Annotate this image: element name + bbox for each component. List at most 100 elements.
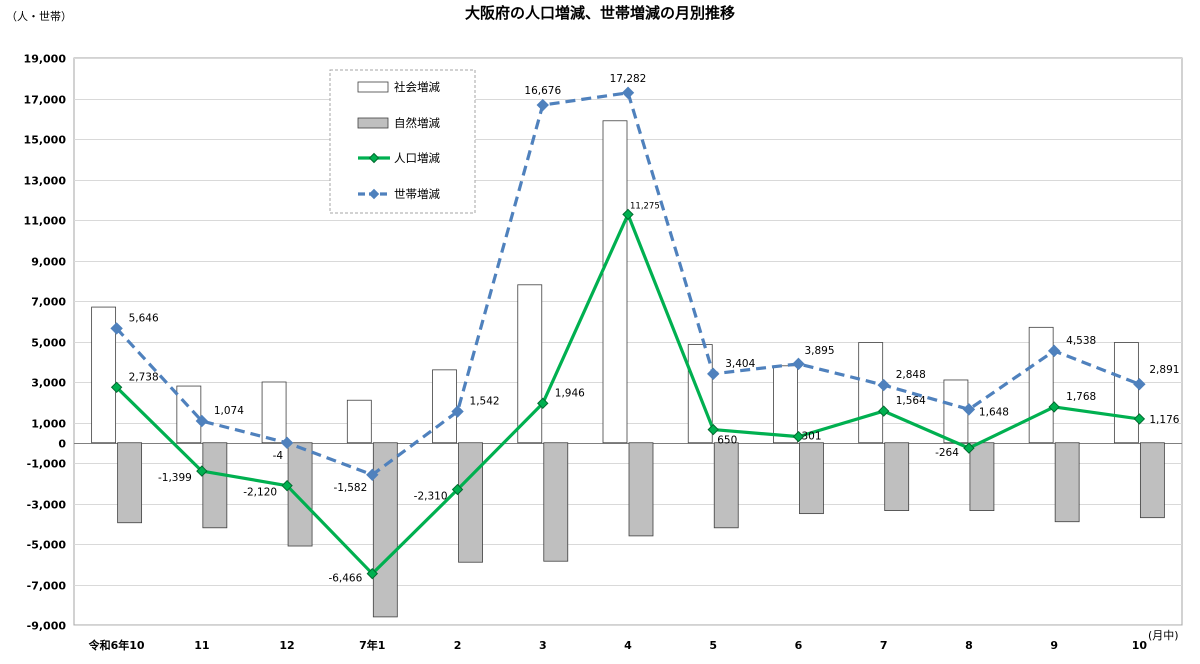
gridlines <box>73 57 1183 626</box>
data-label-population: 1,176 <box>1149 414 1179 426</box>
y-tick-label: -3,000 <box>27 499 67 512</box>
data-label-population: -264 <box>935 447 959 459</box>
bar-natural <box>458 442 483 563</box>
bar-social <box>602 120 628 444</box>
data-label-households: 3,404 <box>725 358 755 370</box>
marker-population <box>963 442 975 454</box>
marker-households <box>707 367 720 381</box>
bar-natural <box>1054 442 1080 523</box>
data-label-population: 1,946 <box>555 387 585 399</box>
marker-population <box>877 405 890 417</box>
bar-social <box>773 365 798 444</box>
y-tick-label: 19,000 <box>24 53 67 66</box>
bar-natural <box>1139 442 1165 519</box>
data-label-population: 1,564 <box>896 395 926 407</box>
bar-natural <box>969 442 995 511</box>
y-tick-label: 1,000 <box>31 418 66 431</box>
y-tick-label: 15,000 <box>24 134 67 147</box>
data-label-households: -4 <box>273 450 284 462</box>
data-label-population: 1,768 <box>1066 391 1096 403</box>
marker-households <box>877 378 890 392</box>
x-tick-label: 2 <box>454 639 462 652</box>
bar-natural <box>884 442 910 511</box>
x-tick-label: 9 <box>1050 639 1058 652</box>
data-label-households: 1,542 <box>470 396 500 408</box>
data-label-population: 11,275 <box>630 201 660 211</box>
data-label-households: 2,848 <box>896 369 926 381</box>
bar-social <box>858 342 884 444</box>
marker-population <box>622 208 634 221</box>
chart-title: 大阪府の人口増減、世帯増減の月別推移 <box>465 4 735 22</box>
bar-natural <box>799 442 824 515</box>
marker-population <box>792 430 805 443</box>
bar-social <box>1113 342 1139 444</box>
legend-marker-population <box>368 152 380 164</box>
data-label-population: -1,399 <box>158 472 192 484</box>
x-tick-label: 7 <box>880 639 888 652</box>
y-tick-label: -5,000 <box>27 539 67 552</box>
data-label-population: 2,738 <box>129 371 159 383</box>
bars <box>91 120 1165 618</box>
legend-box <box>329 69 476 214</box>
bar-social <box>943 379 969 444</box>
data-label-population: 301 <box>801 431 821 443</box>
data-label-population: 650 <box>717 435 737 447</box>
bar-natural <box>543 442 569 562</box>
marker-population <box>281 479 293 492</box>
marker-households <box>451 405 464 418</box>
marker-population <box>366 567 379 580</box>
data-label-households: -1,582 <box>333 482 367 494</box>
data-label-households: 16,676 <box>524 85 561 97</box>
data-label-households: 5,646 <box>129 312 159 324</box>
marker-households <box>621 86 635 99</box>
marker-population <box>110 381 123 394</box>
y-tick-label: 13,000 <box>24 175 67 188</box>
x-tick-label: 8 <box>965 639 973 652</box>
marker-households <box>366 468 379 481</box>
legend-swatch-social <box>357 81 389 93</box>
data-label-population: -6,466 <box>328 573 362 585</box>
x-tick-label: 4 <box>624 639 632 652</box>
legend-label: 社会増減 <box>394 80 440 94</box>
marker-population <box>537 397 549 410</box>
data-label-households: 1,648 <box>979 406 1009 418</box>
bar-natural <box>202 442 228 529</box>
y-tick-label: -1,000 <box>27 458 67 471</box>
x-unit-label: (月中) <box>1148 629 1179 642</box>
bar-social <box>517 284 543 444</box>
y-tick-label: 5,000 <box>31 337 66 350</box>
bar-natural <box>713 442 739 529</box>
marker-households <box>1133 377 1146 391</box>
marker-population <box>1133 413 1146 425</box>
x-tick-label: 令和6年10 <box>88 638 145 652</box>
legend-label: 人口増減 <box>394 151 440 165</box>
x-tick-label: 5 <box>709 639 717 652</box>
legend-label: 自然増減 <box>394 116 440 130</box>
marker-households <box>110 322 123 335</box>
legend-marker-households <box>368 188 380 200</box>
y-tick-label: 0 <box>58 438 66 451</box>
y-tick-label: -9,000 <box>27 620 67 633</box>
y-tick-label: 9,000 <box>31 256 66 269</box>
marker-population <box>451 483 464 496</box>
marker-households <box>195 414 209 428</box>
x-tick-label: 10 <box>1132 639 1148 652</box>
x-tick-label: 6 <box>795 639 803 652</box>
y-tick-label: 7,000 <box>31 296 66 309</box>
data-label-households: 3,895 <box>804 345 834 357</box>
bar-social <box>346 399 372 444</box>
y-tick-label: 3,000 <box>31 377 66 390</box>
bar-natural <box>628 442 654 537</box>
x-tick-label: 3 <box>539 639 547 652</box>
legend-label: 世帯増減 <box>394 187 440 201</box>
data-label-households: 17,282 <box>610 73 647 85</box>
bar-social <box>1028 326 1054 444</box>
y-axis: 19,000 17,000 15,000 13,000 11,000 9,000 7,000… <box>24 53 67 633</box>
y-tick-label: -7,000 <box>27 580 67 593</box>
data-labels: 5,646 1,074 -4 -1,582 1,542 16,676 17,282 3,404… <box>129 73 1180 585</box>
marker-population <box>196 465 208 477</box>
data-label-population: -2,310 <box>414 491 448 503</box>
data-label-households: 4,538 <box>1066 335 1096 347</box>
